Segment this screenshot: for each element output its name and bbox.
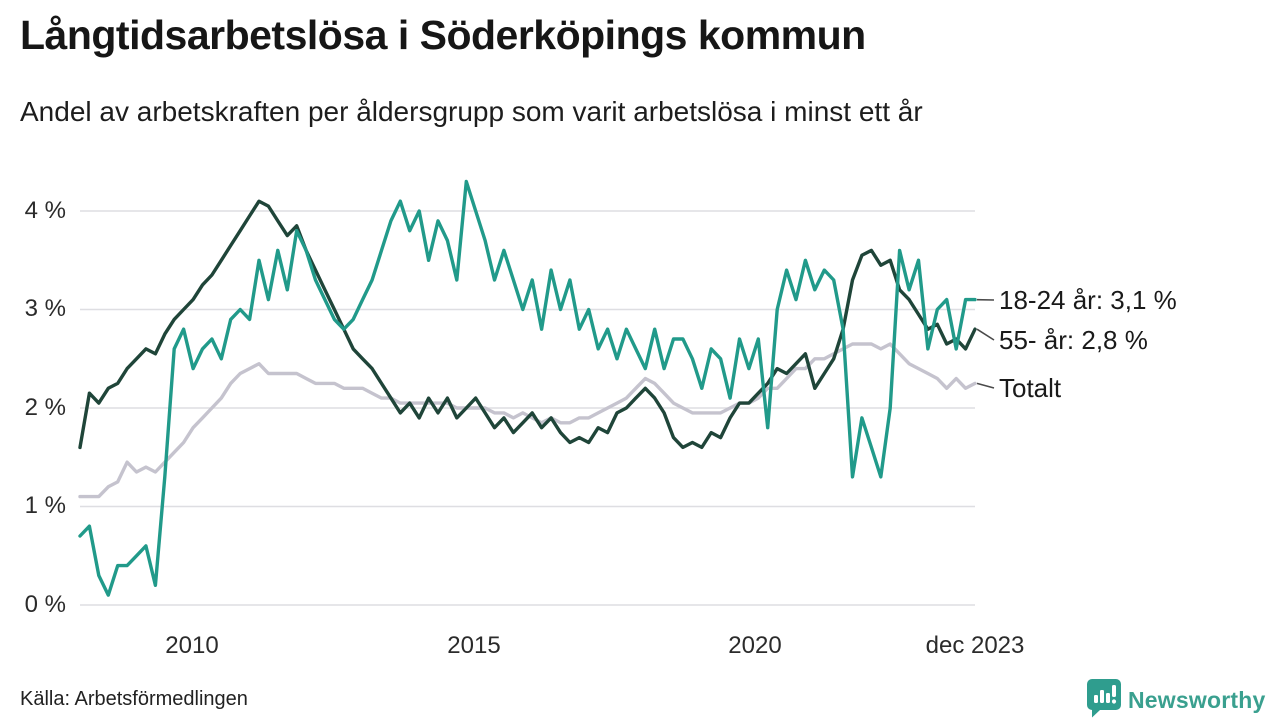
chart-title: Långtidsarbetslösa i Söderköpings kommun bbox=[20, 12, 866, 58]
newsworthy-logo-text: Newsworthy bbox=[1128, 687, 1266, 713]
newsworthy-logo: Newsworthy bbox=[1086, 678, 1265, 720]
chart-subtitle: Andel av arbetskraften per åldersgrupp s… bbox=[20, 96, 923, 127]
series-line-55-r bbox=[78, 199, 977, 450]
y-axis-tick-4: 4 % bbox=[24, 197, 66, 224]
series-label-55: 55- år: 2,8 % bbox=[999, 325, 1148, 355]
y-axis-tick-1: 1 % bbox=[24, 492, 66, 519]
source-note: Källa: Arbetsförmedlingen bbox=[20, 688, 248, 710]
y-axis-tick-3: 3 % bbox=[24, 295, 66, 322]
series-label-18-24: 18-24 år: 3,1 % bbox=[999, 285, 1177, 315]
x-axis-tick-2020: 2020 bbox=[728, 632, 782, 659]
y-axis-tick-0: 0 % bbox=[24, 591, 66, 618]
series-label-totalt: Totalt bbox=[999, 373, 1062, 403]
x-axis-tick-2010: 2010 bbox=[165, 632, 219, 659]
x-axis-tick-dec-2023: dec 2023 bbox=[925, 632, 1025, 659]
x-axis-tick-2015: 2015 bbox=[447, 632, 501, 659]
y-axis-tick-2: 2 % bbox=[24, 394, 66, 421]
series-line-18-24-r bbox=[78, 179, 977, 597]
newsworthy-bubble-chart-icon bbox=[1086, 678, 1122, 720]
